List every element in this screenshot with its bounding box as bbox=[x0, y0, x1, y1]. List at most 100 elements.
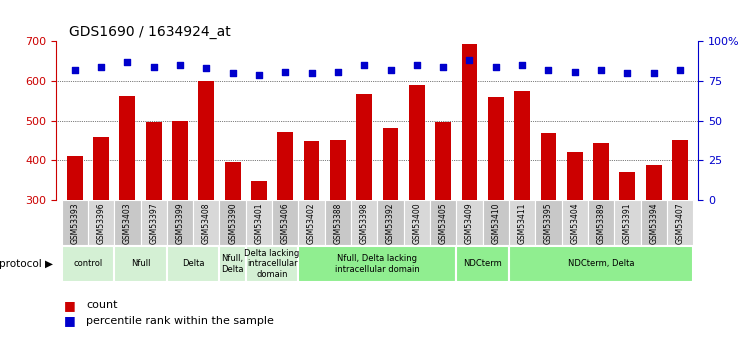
Text: ■: ■ bbox=[64, 299, 76, 312]
Text: GSM53406: GSM53406 bbox=[281, 202, 290, 244]
Bar bbox=[541, 132, 556, 319]
Point bbox=[647, 70, 659, 76]
Bar bbox=[62, 246, 114, 282]
Text: Nfull,
Delta: Nfull, Delta bbox=[222, 254, 244, 274]
Bar bbox=[324, 200, 351, 245]
Bar bbox=[219, 200, 246, 245]
Text: GSM53404: GSM53404 bbox=[570, 202, 579, 244]
Bar bbox=[436, 122, 451, 319]
Bar bbox=[246, 246, 298, 282]
Bar bbox=[404, 200, 430, 245]
Point bbox=[385, 67, 397, 73]
Bar bbox=[641, 200, 667, 245]
Bar bbox=[509, 246, 693, 282]
Bar bbox=[198, 81, 214, 319]
Bar bbox=[672, 140, 688, 319]
Point bbox=[69, 67, 81, 73]
Text: GSM53411: GSM53411 bbox=[517, 202, 526, 244]
Text: GSM53392: GSM53392 bbox=[386, 202, 395, 244]
Point bbox=[174, 62, 186, 68]
Bar bbox=[298, 246, 457, 282]
Bar bbox=[62, 200, 88, 245]
Text: count: count bbox=[86, 300, 118, 310]
Bar bbox=[514, 91, 530, 319]
Bar bbox=[303, 141, 319, 319]
Text: GSM53409: GSM53409 bbox=[465, 202, 474, 244]
Text: GSM53389: GSM53389 bbox=[596, 202, 605, 244]
Text: GSM53388: GSM53388 bbox=[333, 202, 342, 244]
Text: GSM53400: GSM53400 bbox=[412, 202, 421, 244]
Bar bbox=[330, 140, 345, 319]
Text: GSM53397: GSM53397 bbox=[149, 202, 158, 244]
Text: GSM53408: GSM53408 bbox=[202, 202, 211, 244]
Point bbox=[411, 62, 423, 68]
Text: percentile rank within the sample: percentile rank within the sample bbox=[86, 316, 274, 326]
Bar bbox=[251, 181, 267, 319]
Bar bbox=[535, 200, 562, 245]
Point bbox=[122, 59, 134, 65]
Point bbox=[595, 67, 607, 73]
Bar bbox=[114, 246, 167, 282]
Bar bbox=[614, 200, 641, 245]
Bar bbox=[562, 200, 588, 245]
Point bbox=[332, 69, 344, 74]
Bar bbox=[88, 200, 114, 245]
Bar bbox=[593, 142, 609, 319]
Point bbox=[358, 62, 370, 68]
Text: Delta lacking
intracellular
domain: Delta lacking intracellular domain bbox=[245, 249, 300, 279]
Text: GSM53398: GSM53398 bbox=[360, 202, 369, 244]
Bar bbox=[67, 156, 83, 319]
Text: Delta: Delta bbox=[182, 259, 204, 268]
Point bbox=[227, 70, 239, 76]
Text: GSM53405: GSM53405 bbox=[439, 202, 448, 244]
Point bbox=[542, 67, 554, 73]
Bar bbox=[146, 121, 161, 319]
Text: Nfull: Nfull bbox=[131, 259, 150, 268]
Bar bbox=[167, 246, 219, 282]
Text: Nfull, Delta lacking
intracellular domain: Nfull, Delta lacking intracellular domai… bbox=[335, 254, 420, 274]
Bar bbox=[567, 152, 583, 319]
Bar bbox=[409, 85, 425, 319]
Bar bbox=[667, 200, 693, 245]
Point bbox=[306, 70, 318, 76]
Text: GSM53390: GSM53390 bbox=[228, 202, 237, 244]
Point bbox=[674, 67, 686, 73]
Bar bbox=[646, 165, 662, 319]
Point bbox=[621, 70, 633, 76]
Bar bbox=[140, 200, 167, 245]
Text: GDS1690 / 1634924_at: GDS1690 / 1634924_at bbox=[69, 25, 231, 39]
Text: protocol ▶: protocol ▶ bbox=[0, 259, 53, 269]
Point bbox=[148, 64, 160, 70]
Text: NDCterm: NDCterm bbox=[463, 259, 502, 268]
Point bbox=[463, 58, 475, 63]
Text: GSM53401: GSM53401 bbox=[255, 202, 264, 244]
Bar bbox=[378, 200, 404, 245]
Text: GSM53391: GSM53391 bbox=[623, 202, 632, 244]
Bar bbox=[457, 200, 483, 245]
Point bbox=[253, 72, 265, 78]
Text: NDCterm, Delta: NDCterm, Delta bbox=[568, 259, 635, 268]
Point bbox=[490, 64, 502, 70]
Bar bbox=[172, 121, 188, 319]
Bar bbox=[509, 200, 535, 245]
Bar bbox=[457, 246, 509, 282]
Bar bbox=[462, 44, 478, 319]
Bar bbox=[114, 200, 140, 245]
Bar bbox=[193, 200, 219, 245]
Bar bbox=[225, 161, 240, 319]
Bar bbox=[119, 96, 135, 319]
Text: ■: ■ bbox=[64, 314, 76, 327]
Bar bbox=[483, 200, 509, 245]
Bar bbox=[588, 200, 614, 245]
Text: GSM53410: GSM53410 bbox=[491, 202, 500, 244]
Bar bbox=[219, 246, 246, 282]
Bar bbox=[167, 200, 193, 245]
Bar bbox=[246, 200, 272, 245]
Text: GSM53396: GSM53396 bbox=[97, 202, 106, 244]
Text: GSM53402: GSM53402 bbox=[307, 202, 316, 244]
Bar bbox=[277, 132, 293, 319]
Point bbox=[437, 64, 449, 70]
Point bbox=[516, 62, 528, 68]
Text: control: control bbox=[74, 259, 103, 268]
Text: GSM53403: GSM53403 bbox=[123, 202, 132, 244]
